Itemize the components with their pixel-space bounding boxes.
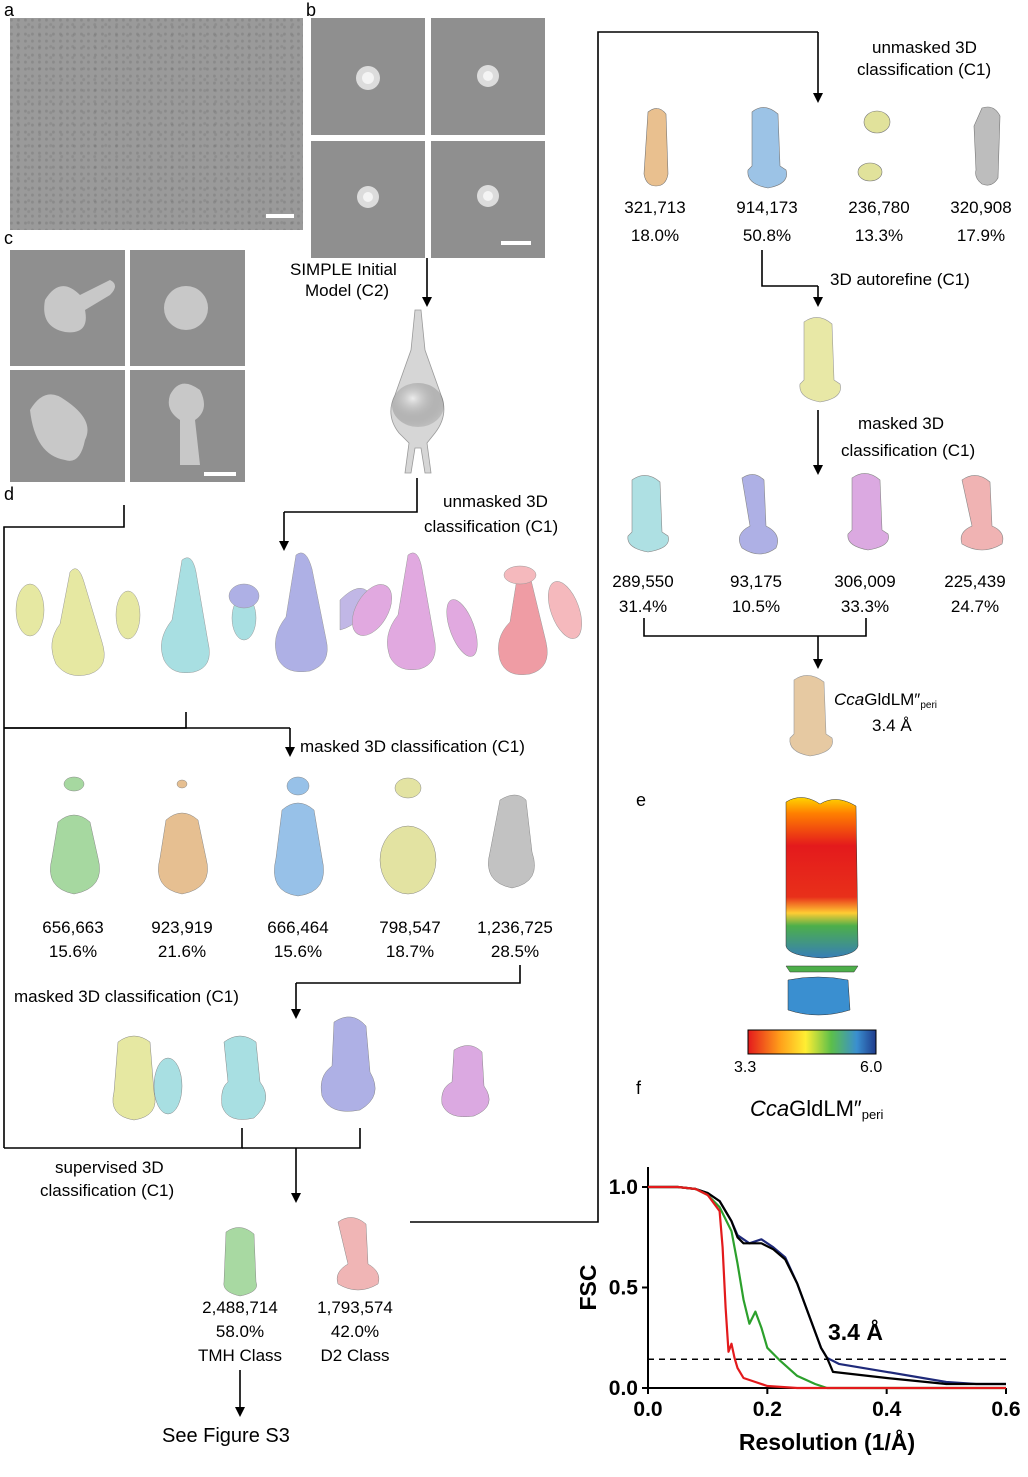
colorbar-min-label: 3.3 bbox=[734, 1059, 757, 1076]
y-tick-label: 1.0 bbox=[609, 1176, 638, 1199]
masked-d-maps bbox=[50, 776, 535, 897]
class-percent: 28.5% bbox=[490, 942, 540, 961]
step-label: classification (C1) bbox=[841, 441, 976, 460]
class-percent: 42.0% bbox=[330, 1322, 380, 1341]
flow-lines bbox=[3, 31, 867, 1417]
autorefined-map bbox=[799, 317, 841, 403]
class-percent: 31.4% bbox=[618, 597, 668, 616]
class-percent: 21.6% bbox=[157, 942, 207, 961]
scale-bar bbox=[204, 472, 236, 476]
final-map-resolution: 3.4 Å bbox=[872, 716, 912, 735]
class-count: 236,780 bbox=[848, 198, 910, 217]
step-label: masked 3D classification (C1) bbox=[14, 987, 239, 1006]
step-label: classification (C1) bbox=[424, 517, 559, 536]
class-percent: 18.7% bbox=[385, 942, 435, 961]
fsc-curve bbox=[648, 1185, 1006, 1390]
x-tick-label: 0.0 bbox=[633, 1398, 662, 1421]
step-label: unmasked 3D bbox=[872, 38, 977, 57]
see-figure-label: See Figure S3 bbox=[162, 1425, 290, 1447]
class-percent: 50.8% bbox=[742, 226, 792, 245]
class-average-particles bbox=[356, 65, 499, 208]
panel-label-f: f bbox=[636, 1078, 642, 1098]
initial-model-map bbox=[390, 309, 445, 474]
step-label: unmasked 3D bbox=[443, 492, 548, 511]
unmasked-d-maps bbox=[15, 552, 582, 676]
resolution-colorbar bbox=[747, 1029, 877, 1055]
fsc-curve bbox=[648, 1185, 1006, 1386]
panel-label-a: a bbox=[4, 0, 15, 20]
scale-bar bbox=[266, 214, 294, 218]
step-label: classification (C1) bbox=[857, 60, 992, 79]
class-percent: 18.0% bbox=[630, 226, 680, 245]
class-percent: 15.6% bbox=[48, 942, 98, 961]
class-count: 923,919 bbox=[151, 918, 213, 937]
class-count: 93,175 bbox=[730, 572, 782, 591]
class-percent: 10.5% bbox=[731, 597, 781, 616]
class-percent: 15.6% bbox=[273, 942, 323, 961]
resolution-annotation: 3.4 Å bbox=[828, 1318, 883, 1345]
masked-d2-maps bbox=[112, 1016, 490, 1121]
class-count: 798,547 bbox=[379, 918, 441, 937]
step-label: Model (C2) bbox=[305, 281, 390, 300]
class-count: 656,663 bbox=[42, 918, 104, 937]
class-average-particles bbox=[30, 280, 208, 465]
step-label: classification (C1) bbox=[40, 1181, 175, 1200]
step-label: supervised 3D bbox=[55, 1158, 164, 1177]
class-count: 2,488,714 bbox=[202, 1298, 278, 1317]
step-label: masked 3D classification (C1) bbox=[300, 737, 525, 756]
x-tick-label: 0.6 bbox=[991, 1398, 1020, 1421]
unmasked-class-maps bbox=[643, 106, 1001, 189]
class-percent: 24.7% bbox=[950, 597, 1000, 616]
step-label: 3D autorefine (C1) bbox=[830, 270, 970, 289]
step-label: SIMPLE Initial bbox=[290, 260, 397, 279]
fsc-chart: 0.0 0.2 0.4 0.6 0.0 0.5 1.0 Resolution (1/Å) FSC… bbox=[575, 1167, 1021, 1455]
panel-label-b: b bbox=[306, 0, 317, 20]
class-count: 1,793,574 bbox=[317, 1298, 393, 1317]
y-tick-label: 0.5 bbox=[609, 1277, 639, 1300]
panel-label-d: d bbox=[4, 484, 15, 504]
x-axis-label: Resolution (1/Å) bbox=[739, 1428, 915, 1455]
local-resolution-map bbox=[785, 797, 859, 1016]
class-count: 225,439 bbox=[944, 572, 1006, 591]
class-percent: 58.0% bbox=[215, 1322, 265, 1341]
final-map-name: CcaGldLM″peri bbox=[834, 690, 938, 711]
colorbar-caption: CcaGldLM″peri bbox=[750, 1096, 884, 1122]
class-name: TMH Class bbox=[197, 1346, 283, 1365]
fsc-curve bbox=[648, 1185, 1006, 1386]
final-map bbox=[789, 675, 833, 757]
class-percent: 17.9% bbox=[956, 226, 1006, 245]
panel-label-e: e bbox=[636, 790, 647, 810]
y-axis-label: FSC bbox=[575, 1265, 601, 1311]
class-count: 321,713 bbox=[624, 198, 686, 217]
class-count: 289,550 bbox=[612, 572, 674, 591]
class-percent: 13.3% bbox=[854, 226, 904, 245]
class-count: 666,464 bbox=[267, 918, 329, 937]
class-count: 914,173 bbox=[736, 198, 798, 217]
class-count: 306,009 bbox=[834, 572, 896, 591]
masked-class-maps bbox=[627, 473, 1004, 555]
colorbar-max-label: 6.0 bbox=[860, 1059, 883, 1076]
x-tick-label: 0.2 bbox=[753, 1398, 782, 1421]
class-count: 1,236,725 bbox=[477, 918, 553, 937]
micrograph-image bbox=[10, 18, 303, 230]
step-label: masked 3D bbox=[858, 414, 944, 433]
panel-label-c: c bbox=[4, 228, 13, 248]
class-percent: 33.3% bbox=[840, 597, 890, 616]
class-name: D2 Class bbox=[320, 1346, 390, 1365]
class-count: 320,908 bbox=[950, 198, 1012, 217]
y-tick-label: 0.0 bbox=[609, 1377, 638, 1400]
x-tick-label: 0.4 bbox=[872, 1398, 902, 1421]
supervised-maps bbox=[223, 1217, 380, 1297]
scale-bar bbox=[501, 241, 531, 245]
